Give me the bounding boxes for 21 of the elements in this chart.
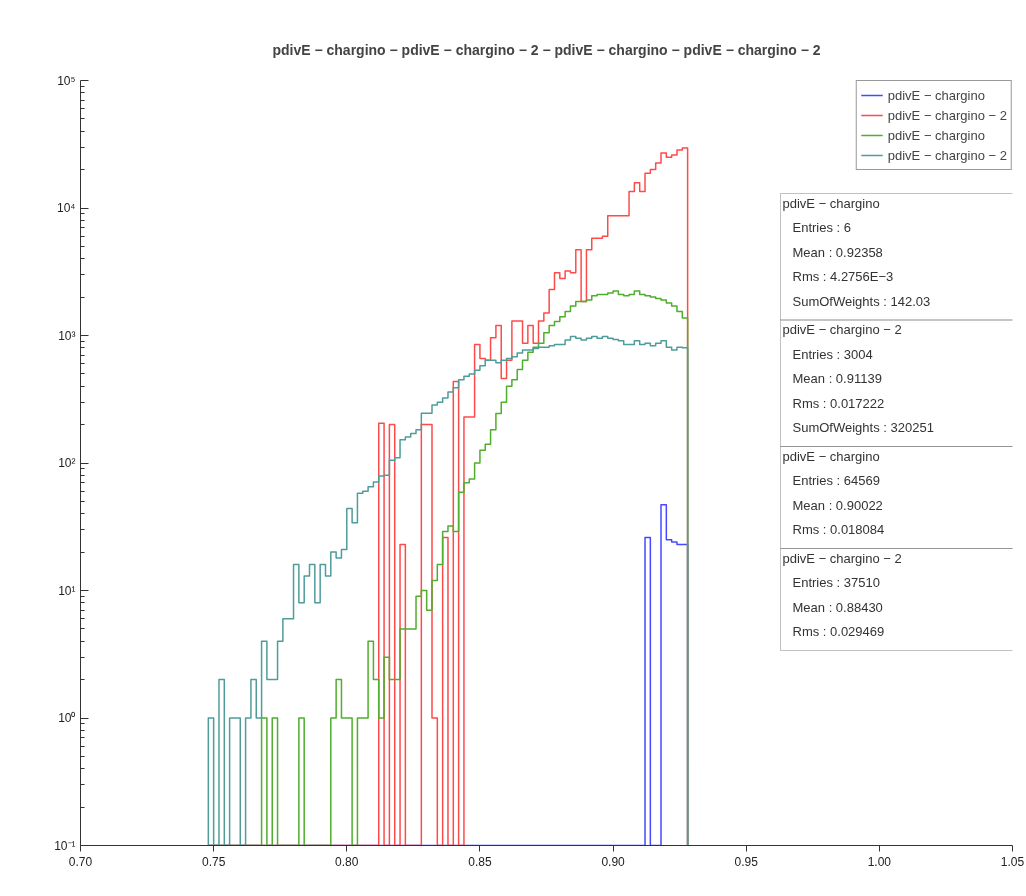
y-tick-label: 10⁴ [57, 201, 76, 215]
legend-label: pdivE − chargino [887, 87, 985, 103]
x-tick-label: 0.70 [68, 854, 93, 869]
x-tick-label: 0.95 [734, 854, 759, 869]
legend-label: pdivE − chargino − 2 [887, 147, 1007, 163]
y-tick-label: 10¹ [58, 583, 76, 598]
y-tick-label: 10⁰ [58, 711, 76, 725]
x-tick-label: 1.05 [1000, 854, 1025, 869]
x-tick-label: 1.00 [867, 854, 892, 869]
annotation: pdivE − chargino − 2 Entries : 37510 Mean : 0.88430 Rms : 0.029469 [782, 550, 902, 639]
legend-label: pdivE − chargino [887, 127, 985, 143]
x-tick-label: 0.75 [201, 854, 226, 869]
chart-title: pdivE − chargino − pdivE − chargino − 2 − pdivE − chargino − pdivE − chargino − 2 [272, 42, 821, 58]
x-tick-label: 0.80 [335, 854, 359, 869]
y-tick-label: 10² [58, 456, 76, 470]
y-tick-label: 10⁵ [57, 73, 76, 88]
legend-label: pdivE − chargino − 2 [887, 107, 1007, 123]
x-tick-label: 0.85 [468, 854, 492, 869]
x-tick-label: 0.90 [601, 854, 626, 869]
y-tick-label: 10³ [58, 328, 76, 343]
y-tick-label: 10⁻¹ [54, 838, 76, 853]
